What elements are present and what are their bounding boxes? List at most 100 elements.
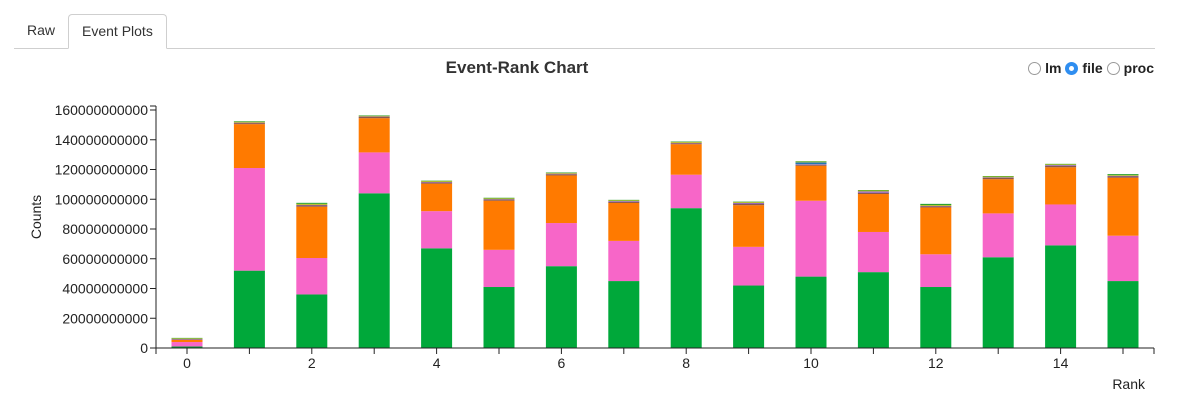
bar-segment-rank-9-series-0 [733,285,765,348]
y-tick-label: 40000000000 [62,281,148,297]
bar-segment-rank-2-series-1 [296,258,328,295]
bar-segment-rank-0-series-1 [171,342,203,347]
bar-segment-rank-13-series-6 [982,176,1014,178]
radio-group: lm file proc [1024,60,1154,76]
bar-segment-rank-12-series-1 [920,254,952,288]
y-tick-label: 120000000000 [55,162,149,178]
bar-segment-rank-11-series-3 [857,192,889,195]
tab-raw[interactable]: Raw [27,22,56,38]
y-tick-label: 140000000000 [55,132,149,148]
x-tick-label: 2 [308,355,316,371]
bar-segment-rank-5-series-3 [483,199,515,201]
radio-label-proc: proc [1123,60,1154,76]
bar-segment-rank-13-series-2 [982,179,1014,214]
bar-segment-rank-8-series-7 [670,141,702,143]
bar-segment-rank-7-series-1 [608,240,640,282]
bar-segment-rank-1-series-6 [233,121,265,123]
bar-segment-rank-1-series-3 [233,123,265,125]
radio-option-proc[interactable]: proc [1106,60,1154,76]
x-tick-label: 10 [803,355,819,371]
bar-segment-rank-5-series-7 [483,197,515,199]
x-axis-label: Rank [1112,376,1146,392]
radio-lm-icon[interactable] [1028,61,1042,75]
bar-segment-rank-9-series-2 [733,205,765,247]
bar-segment-rank-4-series-7 [421,180,453,182]
bar-segment-rank-11-series-0 [857,272,889,348]
y-tick-label: 0 [140,340,148,356]
bar-segment-rank-13-series-1 [982,213,1014,258]
bar-segment-rank-7-series-6 [608,200,640,202]
bar-segment-rank-1-series-1 [233,168,265,271]
bar-segment-rank-4-series-1 [421,211,453,249]
bar-segment-rank-12-series-7 [920,203,952,206]
bar-segment-rank-11-series-7 [857,190,889,191]
bar-segment-rank-6-series-1 [545,223,577,267]
radio-option-file[interactable]: file [1065,60,1103,76]
bar-segment-rank-0-series-2 [171,339,203,343]
bar-segment-rank-12-series-3 [920,206,952,208]
bar-segment-rank-9-series-1 [733,246,765,286]
bar-segment-rank-10-series-0 [795,276,827,348]
bar-segment-rank-4-series-3 [421,182,453,184]
bar-segment-rank-5-series-6 [483,198,515,200]
bar-segment-rank-15-series-1 [1107,235,1139,282]
bar-segment-rank-3-series-6 [358,115,390,117]
bar-segment-rank-0-series-4 [171,338,203,340]
y-tick-label: 20000000000 [62,310,148,326]
radio-proc-icon[interactable] [1106,61,1120,75]
bar-segment-rank-8-series-3 [670,143,702,145]
x-tick-label: 6 [558,355,566,371]
bar-segment-rank-6-series-4 [545,173,577,175]
bar-segment-rank-6-series-7 [545,172,577,173]
bar-segment-rank-0-series-3 [171,339,203,340]
bar-segment-rank-1-series-7 [233,121,265,122]
bar-segment-rank-5-series-0 [483,287,515,348]
bar-segment-rank-9-series-6 [733,202,765,203]
bar-segment-rank-7-series-7 [608,199,640,201]
bar-segment-rank-3-series-0 [358,193,390,348]
bar-segment-rank-13-series-7 [982,176,1014,177]
bars-group [171,115,1139,348]
bar-segment-rank-4-series-6 [421,181,453,182]
bar-segment-rank-2-series-0 [296,294,328,348]
bar-segment-rank-3-series-4 [358,116,390,118]
bar-segment-rank-2-series-6 [296,203,328,205]
x-tick-label: 4 [433,355,441,371]
bar-segment-rank-7-series-3 [608,201,640,203]
bar-segment-rank-14-series-1 [1045,204,1077,246]
radio-file-icon[interactable] [1065,61,1079,75]
bar-segment-rank-3-series-2 [358,118,390,153]
bar-segment-rank-6-series-0 [545,266,577,348]
bar-segment-rank-4-series-0 [421,248,453,348]
y-tick-label: 160000000000 [55,102,149,118]
x-axis: 0 2 4 6 8 10 12 14 [155,347,1155,371]
bar-segment-rank-15-series-3 [1107,176,1139,178]
bar-segment-rank-0-series-6 [171,338,203,339]
bar-segment-rank-3-series-3 [358,116,390,119]
bar-segment-rank-1-series-0 [233,270,265,348]
bar-segment-rank-14-series-7 [1045,163,1077,165]
tab-event-plots[interactable]: Event Plots [68,14,167,49]
bar-segment-rank-13-series-0 [982,257,1014,348]
radio-option-lm[interactable]: lm [1028,60,1061,76]
bar-segment-rank-2-series-3 [296,205,328,207]
bar-segment-rank-10-series-6 [795,161,827,163]
bar-segment-rank-6-series-2 [545,175,577,224]
bar-segment-rank-8-series-4 [670,142,702,144]
bar-segment-rank-3-series-7 [358,115,390,116]
bar-segment-rank-2-series-2 [296,206,328,259]
bar-segment-rank-8-series-2 [670,144,702,175]
bar-segment-rank-10-series-5 [795,162,827,165]
chart-title: Event-Rank Chart [445,58,589,77]
y-tick-label: 100000000000 [55,191,149,207]
bar-segment-rank-12-series-6 [920,205,952,206]
y-axis: 0 20000000000 40000000000 60000000000 800000… [55,102,157,356]
y-axis-label: Counts [28,195,44,239]
bar-segment-rank-15-series-4 [1107,175,1139,177]
bar-segment-rank-5-series-1 [483,249,515,288]
bar-segment-rank-9-series-3 [733,204,765,206]
bar-segment-rank-2-series-4 [296,204,328,206]
bar-segment-rank-11-series-4 [857,191,889,193]
x-tick-label: 14 [1053,355,1069,371]
